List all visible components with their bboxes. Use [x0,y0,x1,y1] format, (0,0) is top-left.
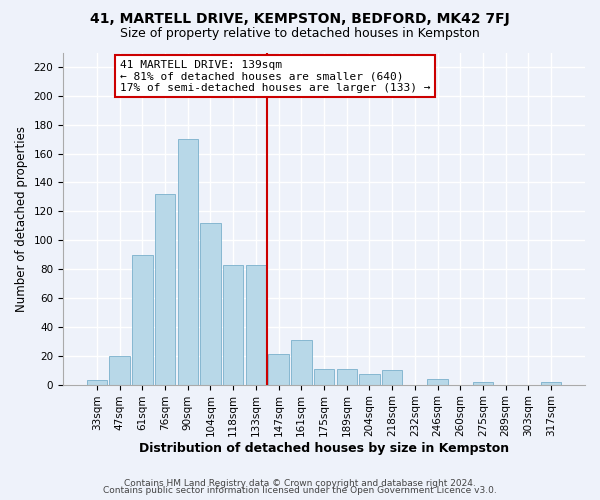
Bar [337,368,357,384]
Bar [223,265,244,384]
Bar [245,265,266,384]
Text: Contains public sector information licensed under the Open Government Licence v3: Contains public sector information licen… [103,486,497,495]
Bar [359,374,380,384]
Text: Size of property relative to detached houses in Kempston: Size of property relative to detached ho… [120,28,480,40]
Bar [109,356,130,384]
Y-axis label: Number of detached properties: Number of detached properties [15,126,28,312]
Bar [178,139,198,384]
Bar [382,370,403,384]
Text: 41 MARTELL DRIVE: 139sqm
← 81% of detached houses are smaller (640)
17% of semi-: 41 MARTELL DRIVE: 139sqm ← 81% of detach… [119,60,430,93]
Bar [87,380,107,384]
Bar [200,223,221,384]
Text: 41, MARTELL DRIVE, KEMPSTON, BEDFORD, MK42 7FJ: 41, MARTELL DRIVE, KEMPSTON, BEDFORD, MK… [90,12,510,26]
Bar [314,368,334,384]
Bar [155,194,175,384]
Bar [541,382,561,384]
Bar [427,379,448,384]
Bar [268,354,289,384]
Bar [473,382,493,384]
Bar [291,340,311,384]
Text: Contains HM Land Registry data © Crown copyright and database right 2024.: Contains HM Land Registry data © Crown c… [124,478,476,488]
Bar [132,254,152,384]
X-axis label: Distribution of detached houses by size in Kempston: Distribution of detached houses by size … [139,442,509,455]
